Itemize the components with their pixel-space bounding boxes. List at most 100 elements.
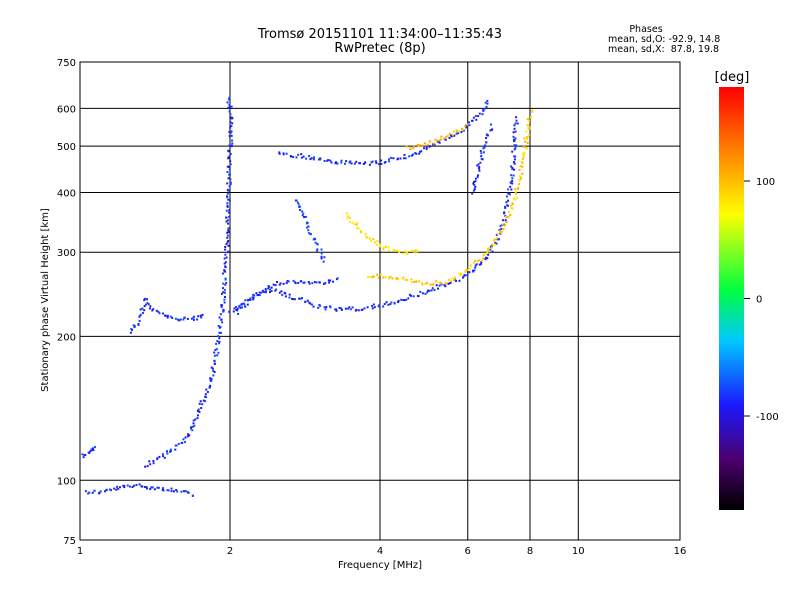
data-point: [378, 245, 381, 248]
data-point: [407, 297, 410, 300]
data-point: [184, 436, 187, 439]
data-point: [506, 195, 508, 198]
data-point: [223, 262, 226, 265]
data-point: [478, 259, 481, 262]
data-point: [209, 384, 212, 387]
data-point: [509, 181, 512, 184]
data-point: [472, 116, 475, 119]
data-point: [521, 162, 524, 165]
data-point: [397, 299, 400, 302]
data-point: [511, 207, 514, 210]
data-point: [515, 192, 518, 195]
data-point: [269, 291, 271, 294]
data-point: [378, 163, 381, 166]
data-point: [162, 312, 164, 315]
data-point: [419, 145, 422, 148]
data-point: [376, 273, 379, 276]
data-point: [444, 138, 447, 141]
data-point: [498, 229, 501, 231]
data-point: [213, 360, 216, 362]
data-point: [380, 162, 383, 165]
data-point: [143, 297, 146, 300]
data-point: [348, 220, 351, 223]
colorbar-ticks: -100 0 100: [744, 177, 779, 423]
data-point: [410, 250, 413, 252]
data-point: [226, 171, 229, 173]
data-point: [511, 150, 514, 153]
data-point: [357, 227, 360, 230]
data-point: [157, 310, 160, 313]
data-point: [464, 270, 467, 273]
data-point: [287, 280, 290, 283]
data-point: [425, 148, 428, 151]
data-point: [511, 180, 514, 183]
data-point: [224, 296, 226, 298]
data-point: [148, 460, 151, 463]
data-point: [260, 291, 262, 294]
data-point: [489, 129, 492, 132]
data-point: [316, 248, 319, 251]
data-point: [197, 315, 200, 318]
data-point: [500, 231, 503, 234]
data-point: [526, 124, 529, 127]
data-point: [482, 108, 485, 111]
data-point: [371, 160, 374, 163]
data-point: [279, 282, 282, 285]
data-point: [200, 316, 203, 319]
data-point: [242, 302, 245, 305]
data-point: [281, 293, 284, 296]
data-point: [485, 141, 488, 144]
data-point: [176, 318, 179, 321]
data-point: [511, 202, 514, 205]
data-point: [146, 298, 148, 301]
data-point: [486, 257, 489, 260]
data-point: [228, 144, 231, 147]
data-point: [474, 180, 477, 183]
data-point: [448, 282, 451, 285]
y-axis-ticks: 75 100 200 300 400 500 600 750: [57, 58, 76, 547]
data-point: [244, 305, 247, 308]
data-point: [229, 126, 232, 129]
data-point: [455, 279, 457, 282]
data-point: [227, 244, 230, 247]
data-point: [296, 201, 299, 204]
data-point: [218, 331, 221, 334]
data-point: [446, 134, 449, 137]
data-point: [215, 348, 218, 351]
data-point: [487, 247, 490, 250]
data-point: [225, 209, 228, 212]
data-point: [224, 246, 227, 248]
data-point: [249, 299, 252, 301]
data-point: [511, 177, 514, 180]
data-point: [388, 277, 391, 280]
data-point: [509, 214, 512, 217]
data-point: [211, 367, 214, 370]
data-point: [510, 204, 513, 207]
data-point: [217, 351, 220, 354]
data-point: [305, 222, 308, 225]
data-point: [447, 282, 450, 285]
data-point: [133, 326, 136, 328]
data-point: [226, 236, 229, 239]
data-point: [390, 301, 393, 304]
data-point: [210, 366, 213, 369]
colorbar-label: [deg]: [715, 70, 750, 85]
data-point: [149, 463, 152, 466]
data-point: [227, 156, 230, 159]
data-point: [184, 441, 186, 444]
data-point: [528, 126, 531, 129]
data-point: [494, 238, 497, 241]
data-point: [146, 487, 148, 490]
data-point: [521, 165, 524, 168]
data-point: [212, 374, 215, 377]
data-point: [137, 323, 140, 325]
data-point: [486, 252, 489, 254]
data-point: [489, 248, 492, 251]
data-point: [301, 297, 303, 300]
data-point: [141, 307, 144, 310]
data-point: [483, 146, 486, 149]
data-point: [228, 103, 231, 106]
colorbar: [719, 87, 744, 510]
data-point: [224, 283, 227, 286]
data-point: [513, 158, 516, 161]
